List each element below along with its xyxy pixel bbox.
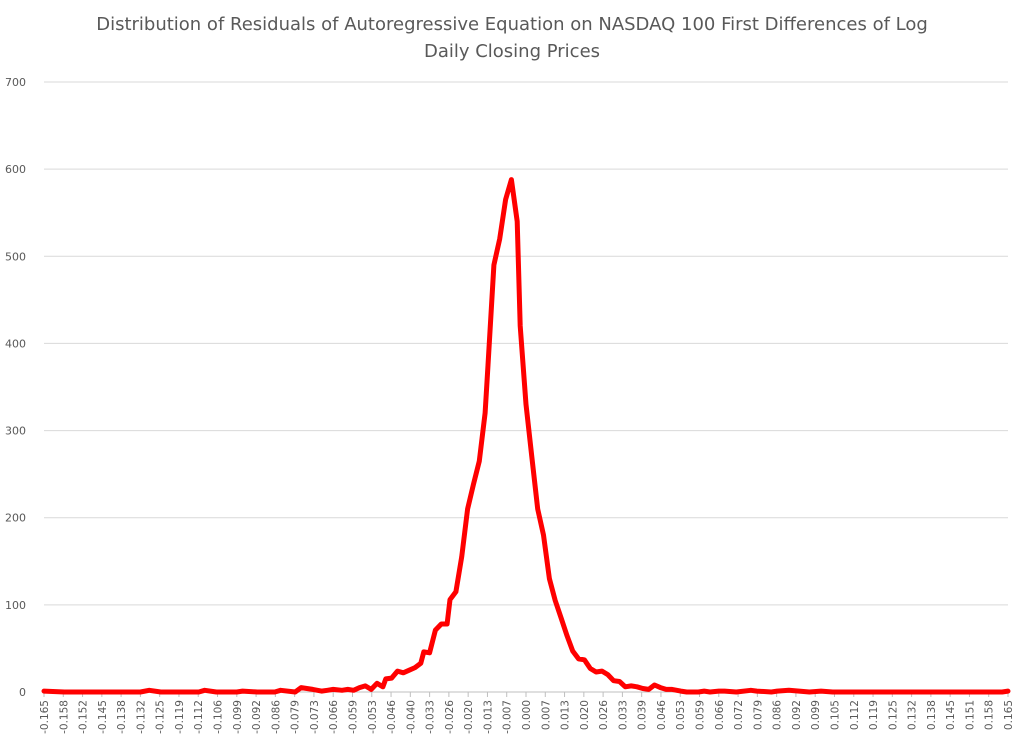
x-tick-label: 0.053	[675, 700, 687, 730]
x-tick-label: 0.158	[984, 700, 996, 730]
x-tick-label: 0.079	[752, 700, 764, 730]
x-axis-tick-labels: -0.165 -0.158 -0.152 -0.145 -0.138 -0.132 -0.1…	[39, 692, 1015, 734]
x-tick-label: -0.040	[405, 700, 417, 734]
y-tick-label: 500	[5, 250, 26, 263]
x-tick-label: -0.073	[309, 700, 321, 734]
x-tick-label: -0.152	[78, 700, 90, 734]
x-tick-label: -0.086	[270, 700, 282, 734]
x-tick-label: 0.092	[791, 700, 803, 730]
series-line-0	[41, 177, 1011, 695]
y-tick-label: 300	[5, 425, 26, 438]
x-tick-label: 0.013	[560, 700, 572, 730]
x-tick-label: 0.046	[656, 700, 668, 730]
x-tick-label: 0.125	[887, 700, 899, 730]
x-tick-label: -0.099	[232, 700, 244, 734]
x-tick-label: 0.086	[772, 700, 784, 730]
x-tick-label: -0.119	[174, 700, 186, 734]
x-tick-label: -0.053	[367, 700, 379, 734]
x-tick-label: 0.033	[617, 700, 629, 730]
x-tick-label: -0.079	[290, 700, 302, 734]
x-tick-label: -0.046	[386, 700, 398, 734]
x-tick-label: -0.106	[213, 700, 225, 734]
x-tick-label: 0.132	[907, 700, 919, 730]
y-tick-label: 600	[5, 163, 26, 176]
x-tick-label: 0.105	[829, 700, 841, 730]
x-tick-label: -0.132	[135, 700, 147, 734]
x-tick-label: 0.119	[868, 700, 880, 730]
x-tick-label: 0.000	[521, 700, 533, 730]
x-tick-label: 0.007	[540, 700, 552, 730]
x-tick-label: -0.059	[347, 700, 359, 734]
y-tick-label: 100	[5, 599, 26, 612]
x-tick-label: 0.026	[598, 700, 610, 730]
x-tick-label: 0.138	[926, 700, 938, 730]
x-tick-label: 0.039	[637, 700, 649, 730]
x-tick-label: -0.165	[39, 700, 51, 734]
gridlines	[44, 81, 1008, 606]
y-axis-tick-labels: 0 100 200 300 400 500 600 700	[5, 76, 26, 699]
x-tick-label: 0.145	[945, 700, 957, 730]
y-tick-label: 200	[5, 512, 26, 525]
x-tick-label: -0.092	[251, 700, 263, 734]
x-tick-label: 0.151	[964, 700, 976, 730]
x-tick-label: 0.099	[810, 700, 822, 730]
x-tick-label: 0.059	[695, 700, 707, 730]
y-tick-label: 0	[19, 686, 26, 699]
y-tick-label: 400	[5, 337, 26, 350]
x-tick-label: -0.020	[463, 700, 475, 734]
y-tick-label: 700	[5, 76, 26, 89]
x-tick-label: 0.072	[733, 700, 745, 730]
x-tick-label: -0.158	[58, 700, 70, 734]
chart-title-line-1: Distribution of Residuals of Autoregress…	[96, 14, 928, 35]
x-tick-label: -0.112	[193, 700, 205, 734]
series-group	[41, 177, 1011, 695]
x-tick-label: 0.020	[579, 700, 591, 730]
x-tick-label: -0.138	[116, 700, 128, 734]
x-tick-label: -0.066	[328, 700, 340, 734]
x-tick-label: 0.112	[849, 700, 861, 730]
x-tick-label: -0.013	[482, 700, 494, 734]
x-tick-label: -0.007	[502, 700, 514, 734]
x-tick-label: 0.066	[714, 700, 726, 730]
x-tick-label: -0.145	[97, 700, 109, 734]
chart-title-line-2: Daily Closing Prices	[423, 41, 601, 62]
x-tick-label: -0.125	[155, 700, 167, 734]
x-tick-label: -0.033	[425, 700, 437, 734]
x-tick-label: 0.165	[1003, 700, 1015, 730]
x-tick-label: -0.026	[444, 700, 456, 734]
